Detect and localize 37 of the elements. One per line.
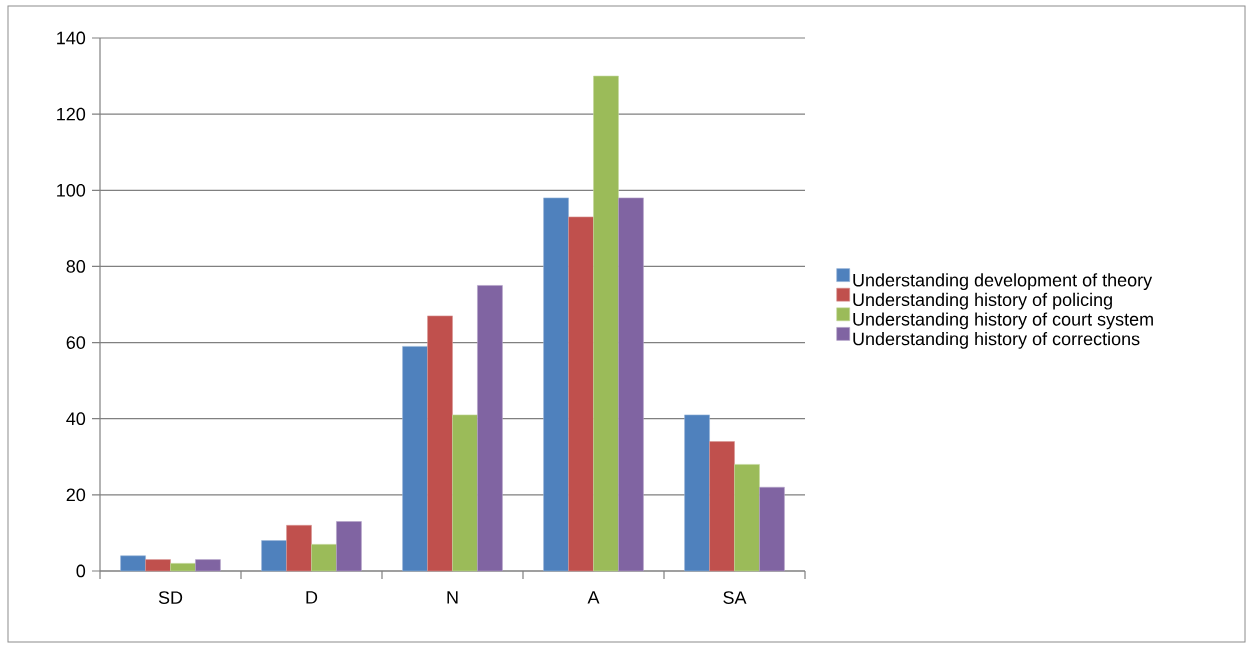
bar xyxy=(195,559,221,572)
bar xyxy=(402,346,428,572)
y-tick-label: 80 xyxy=(66,260,86,273)
bar xyxy=(427,315,453,572)
bar xyxy=(543,197,569,572)
bar xyxy=(618,197,644,572)
bar xyxy=(336,521,362,572)
x-tick-label: SA xyxy=(723,591,747,604)
bar xyxy=(170,563,196,572)
bar xyxy=(477,285,503,572)
y-tick-label: 40 xyxy=(66,412,86,426)
legend-label: Understanding history of court system xyxy=(853,312,1153,330)
bar xyxy=(120,555,146,572)
legend-label: Understanding development of theory xyxy=(853,273,1153,291)
bar xyxy=(311,544,337,572)
y-tick-label: 120 xyxy=(57,107,86,121)
bar xyxy=(568,216,594,572)
x-tick-label: N xyxy=(447,591,458,604)
y-tick-label: 100 xyxy=(57,183,86,197)
bar xyxy=(452,414,478,572)
legend-label: Understanding history of corrections xyxy=(853,332,1140,349)
legend-label: Understanding history of policing xyxy=(853,292,1112,310)
y-tick-label: 20 xyxy=(66,488,86,502)
bar xyxy=(734,464,760,572)
x-tick-label: A xyxy=(587,591,600,604)
bar xyxy=(759,486,785,572)
bar xyxy=(261,540,287,572)
bar xyxy=(286,525,312,572)
bar xyxy=(684,414,710,572)
y-tick-label: 140 xyxy=(57,31,86,45)
x-tick-label: SD xyxy=(158,591,183,604)
y-tick-label: 0 xyxy=(76,564,86,578)
x-tick-label: D xyxy=(306,591,318,604)
bar xyxy=(709,441,735,572)
bar xyxy=(145,559,171,572)
bar xyxy=(593,75,619,572)
y-tick-label: 60 xyxy=(66,336,86,349)
